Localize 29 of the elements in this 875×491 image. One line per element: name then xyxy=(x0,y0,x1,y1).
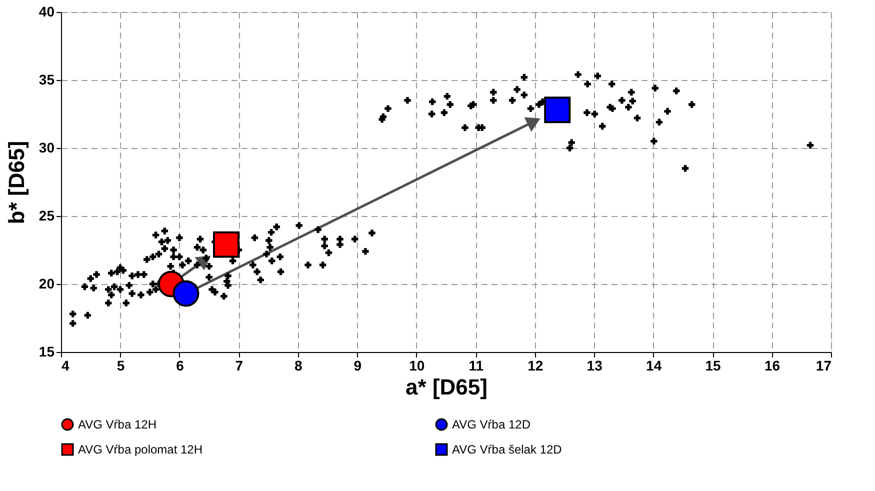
x-tick-label: 12 xyxy=(528,358,544,374)
legend-label: AVG Vŕba 12D xyxy=(452,418,531,432)
x-tick-label: 13 xyxy=(586,358,603,374)
legend-label: AVG Vŕba šelak 12D xyxy=(452,442,562,456)
legend-label: AVG Vŕba 12H xyxy=(78,418,156,432)
y-tick-label: 25 xyxy=(38,208,55,224)
y-tick-label: 35 xyxy=(38,72,55,88)
point xyxy=(213,231,240,258)
y-axis-title: b* [D65] xyxy=(4,140,29,224)
point xyxy=(544,96,571,124)
x-tick-label: 17 xyxy=(816,358,832,374)
x-tick-label: 10 xyxy=(409,358,425,374)
x-tick-label: 16 xyxy=(764,358,780,374)
x-tick-label: 8 xyxy=(294,358,303,374)
x-tick-label: 7 xyxy=(235,358,244,374)
x-tick-label: 9 xyxy=(354,358,362,374)
y-tick-label: 15 xyxy=(38,344,55,360)
x-tick-label: 6 xyxy=(176,358,184,374)
y-tick-label: 40 xyxy=(38,4,55,20)
x-tick-label: 5 xyxy=(116,358,125,374)
x-tick-label: 11 xyxy=(468,358,484,374)
x-tick-label: 4 xyxy=(62,358,70,374)
point xyxy=(172,280,200,307)
y-tick-label: 30 xyxy=(38,140,55,156)
legend-label: AVG Vŕba polomat 12H xyxy=(78,442,203,456)
x-tick-label: 14 xyxy=(646,358,662,374)
x-axis-title: a* [D65] xyxy=(406,374,488,400)
x-tick-label: 15 xyxy=(705,358,722,374)
y-tick-label: 20 xyxy=(38,276,55,292)
